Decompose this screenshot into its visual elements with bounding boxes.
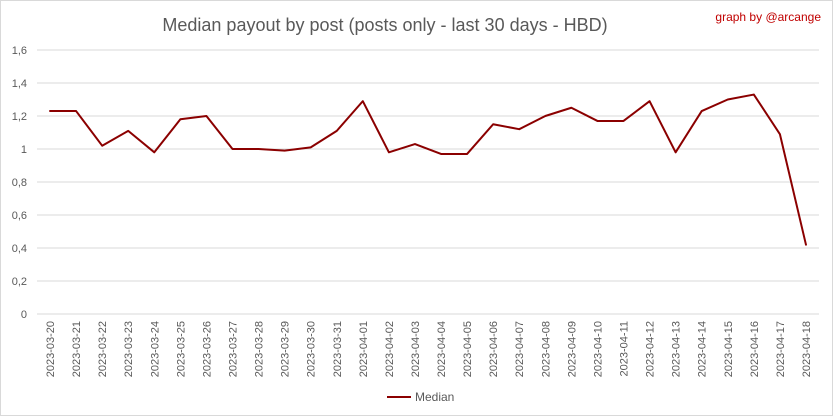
y-tick-label: 1,2 — [12, 111, 27, 123]
x-tick-label: 2023-04-07 — [514, 321, 526, 377]
x-tick-label: 2023-04-09 — [566, 321, 578, 377]
x-tick-label: 2023-03-31 — [332, 321, 344, 377]
x-tick-label: 2023-03-24 — [149, 321, 161, 377]
x-tick-label: 2023-04-16 — [749, 321, 761, 377]
y-axis: 0 0,2 0,4 0,6 0,8 1 1,2 1,4 1,6 — [12, 45, 27, 321]
grid-layer — [37, 50, 819, 314]
x-axis: 2023-03-20 2023-03-21 2023-03-22 2023-03-23… — [45, 321, 813, 377]
x-tick-label: 2023-04-08 — [540, 321, 552, 377]
x-tick-label: 2023-04-01 — [358, 321, 370, 377]
x-tick-label: 2023-03-26 — [201, 321, 213, 377]
x-tick-label: 2023-03-20 — [45, 321, 57, 377]
y-tick-label: 0,6 — [12, 210, 27, 222]
x-tick-label: 2023-03-27 — [228, 321, 240, 377]
legend: Median — [387, 390, 454, 404]
chart-credit: graph by @arcange — [715, 10, 821, 24]
y-tick-label: 1,6 — [12, 45, 27, 57]
x-tick-label: 2023-04-06 — [488, 321, 500, 377]
legend-label: Median — [415, 390, 454, 404]
y-tick-label: 0,4 — [12, 243, 27, 255]
x-tick-label: 2023-04-17 — [775, 321, 787, 377]
y-tick-label: 1,4 — [12, 78, 27, 90]
x-tick-label: 2023-03-28 — [254, 321, 266, 377]
x-tick-label: 2023-04-04 — [436, 321, 448, 377]
x-tick-label: 2023-03-25 — [175, 321, 187, 377]
x-tick-label: 2023-04-10 — [592, 321, 604, 377]
x-tick-label: 2023-04-13 — [671, 321, 683, 377]
x-tick-label: 2023-03-30 — [306, 321, 318, 377]
x-tick-label: 2023-04-05 — [462, 321, 474, 377]
x-tick-label: 2023-03-29 — [280, 321, 292, 377]
x-tick-label: 2023-04-02 — [384, 321, 396, 377]
x-tick-label: 2023-04-11 — [619, 321, 631, 376]
x-tick-label: 2023-03-23 — [123, 321, 135, 377]
x-tick-label: 2023-04-03 — [410, 321, 422, 377]
series-layer — [50, 95, 806, 245]
y-tick-label: 1 — [21, 144, 27, 156]
x-tick-label: 2023-03-22 — [97, 321, 109, 377]
y-tick-label: 0 — [21, 309, 27, 321]
x-tick-label: 2023-04-18 — [801, 321, 813, 377]
chart-title: Median payout by post (posts only - last… — [162, 15, 607, 35]
series-line-median — [50, 95, 806, 245]
x-tick-label: 2023-04-15 — [723, 321, 735, 377]
x-tick-label: 2023-03-21 — [71, 321, 83, 377]
y-tick-label: 0,8 — [12, 177, 27, 189]
x-tick-label: 2023-04-12 — [645, 321, 657, 377]
y-tick-label: 0,2 — [12, 276, 27, 288]
x-tick-label: 2023-04-14 — [697, 321, 709, 377]
